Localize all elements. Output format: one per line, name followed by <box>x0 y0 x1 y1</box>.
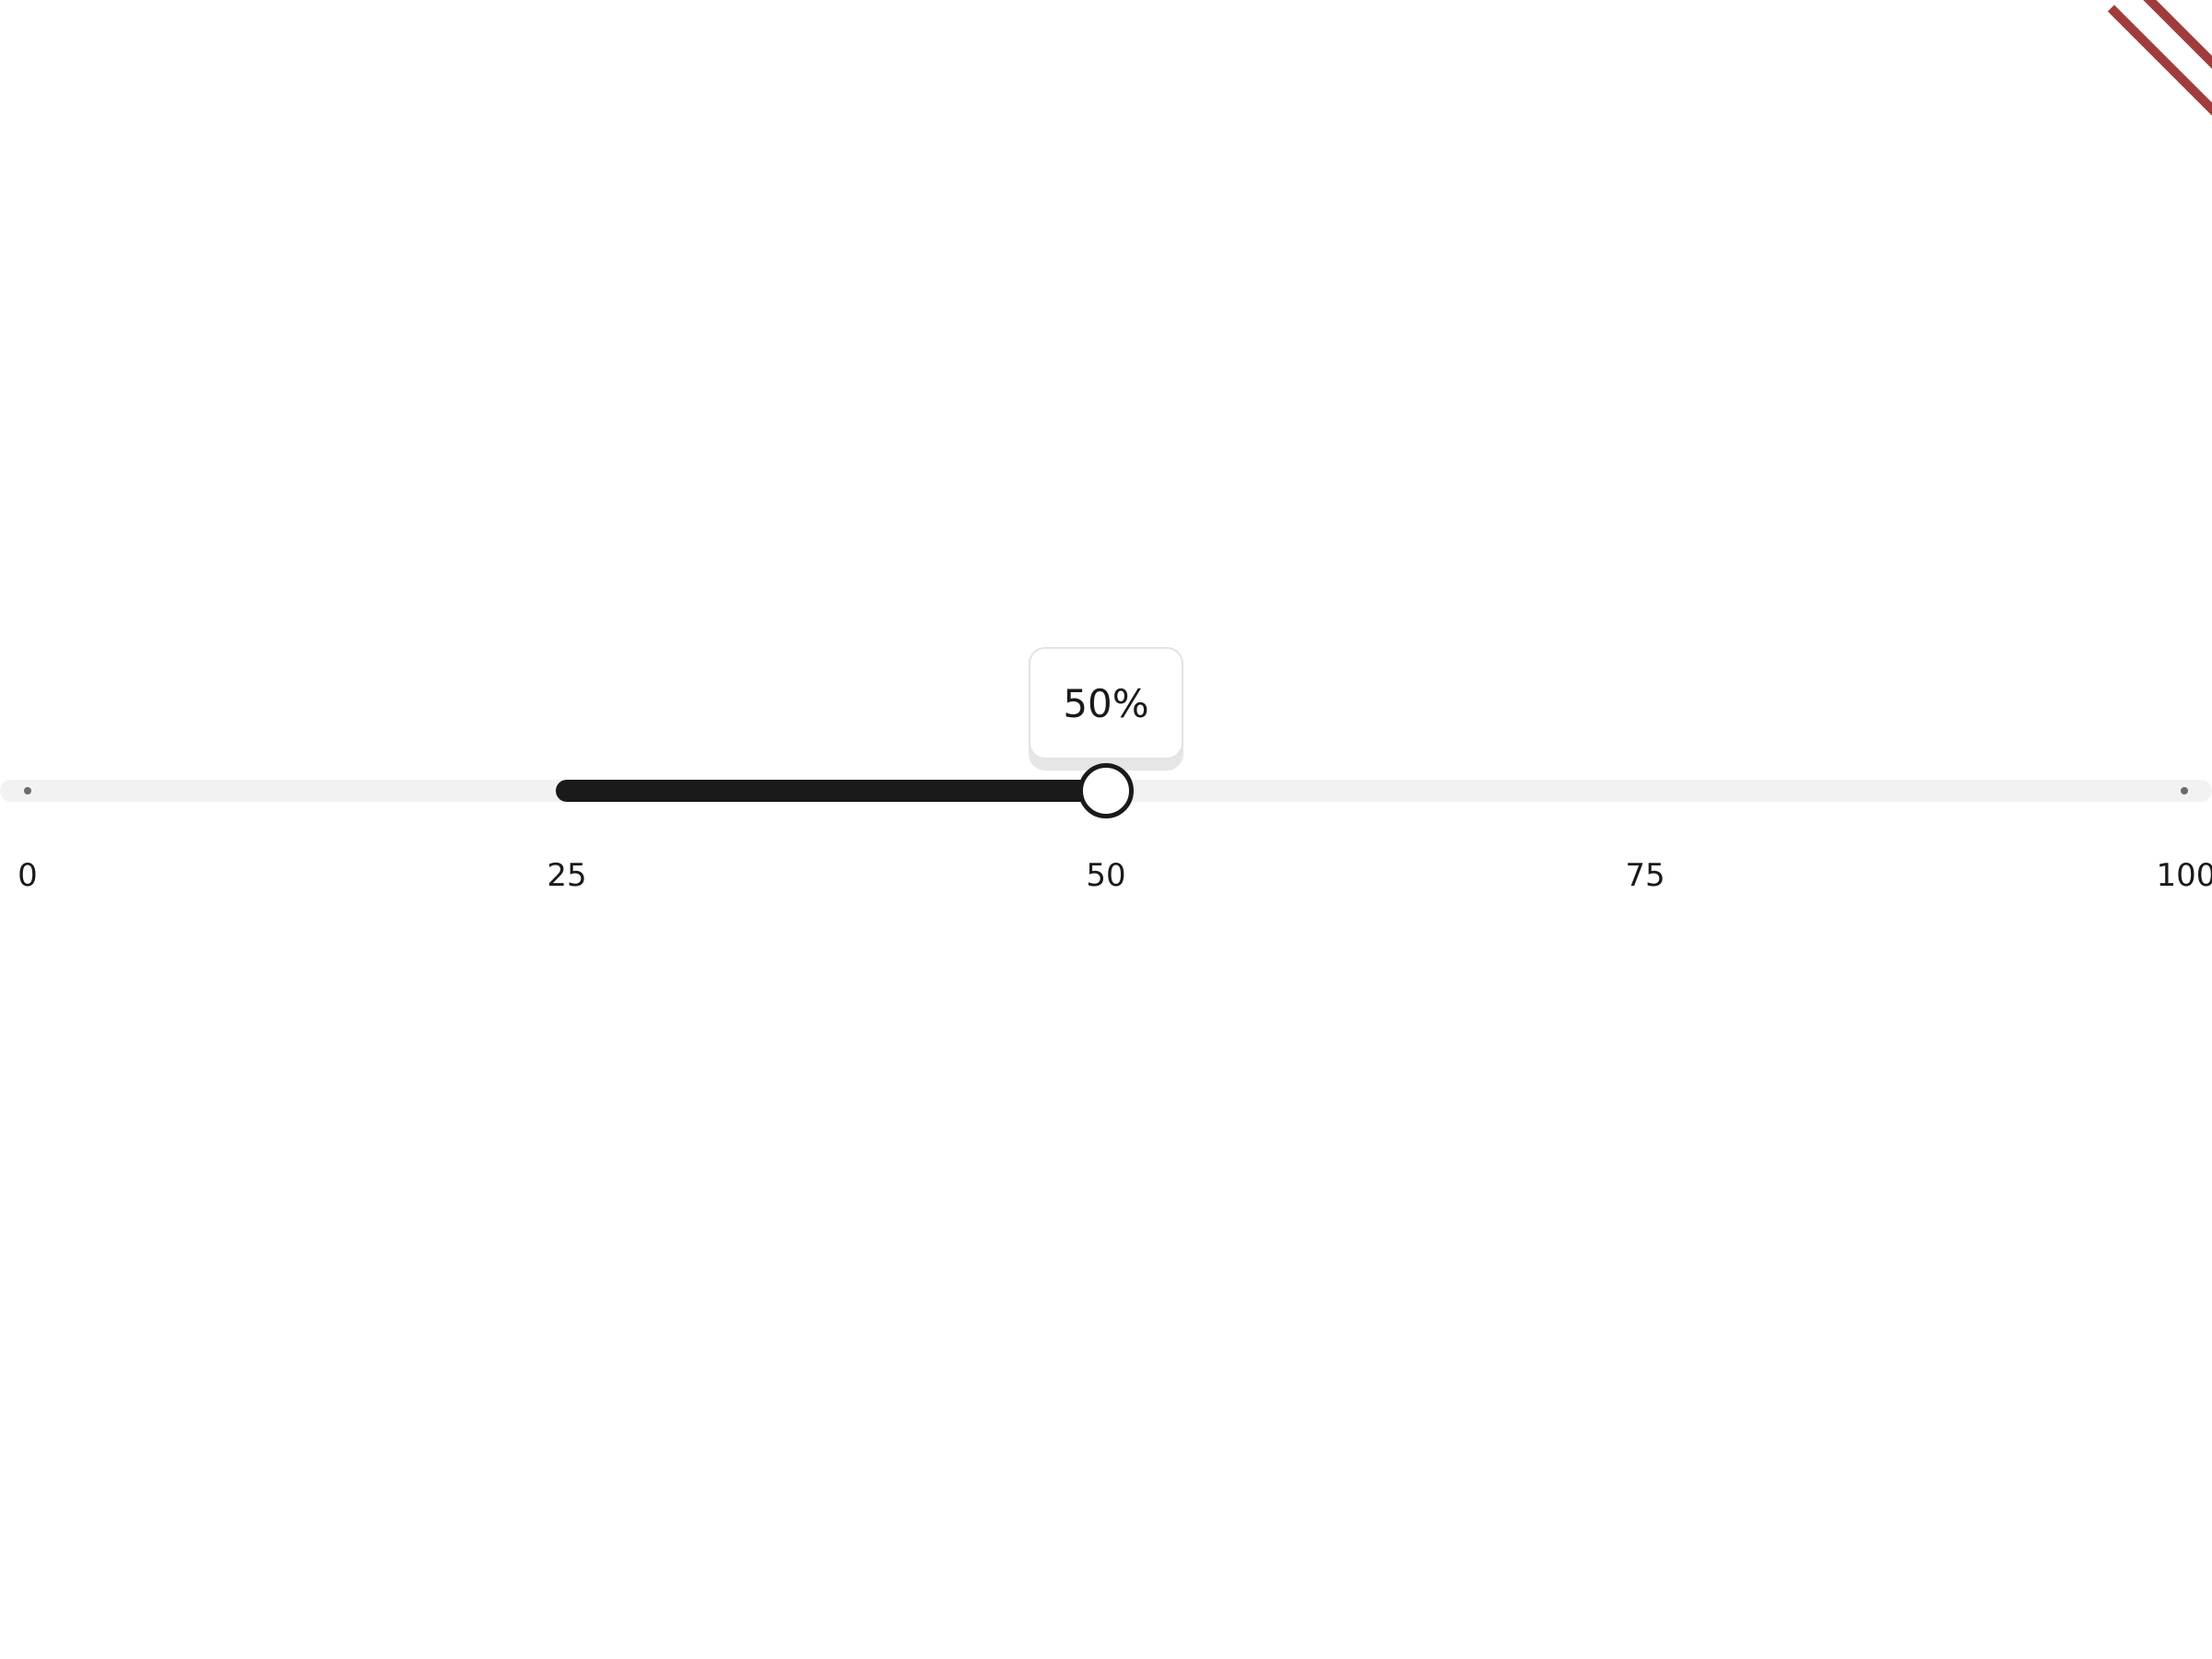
tick-label-0: 0 <box>18 857 38 894</box>
tooltip-label: 50% <box>1063 680 1149 726</box>
tick-label-75: 75 <box>1625 857 1665 894</box>
range-slider[interactable] <box>0 763 2212 818</box>
corner-ribbon <box>2028 0 2212 184</box>
ribbon-band <box>2107 0 2212 169</box>
track-end-dot <box>2181 787 2188 794</box>
ribbon-inner-stripe <box>2113 0 2212 162</box>
slider-thumb[interactable] <box>1078 763 1134 818</box>
slider-selected-range <box>556 780 1106 802</box>
tick-label-50: 50 <box>1086 857 1126 894</box>
tick-label-100: 100 <box>2156 857 2212 894</box>
tick-label-25: 25 <box>547 857 587 894</box>
value-tooltip: 50% <box>1029 647 1183 759</box>
track-start-dot <box>24 787 31 794</box>
